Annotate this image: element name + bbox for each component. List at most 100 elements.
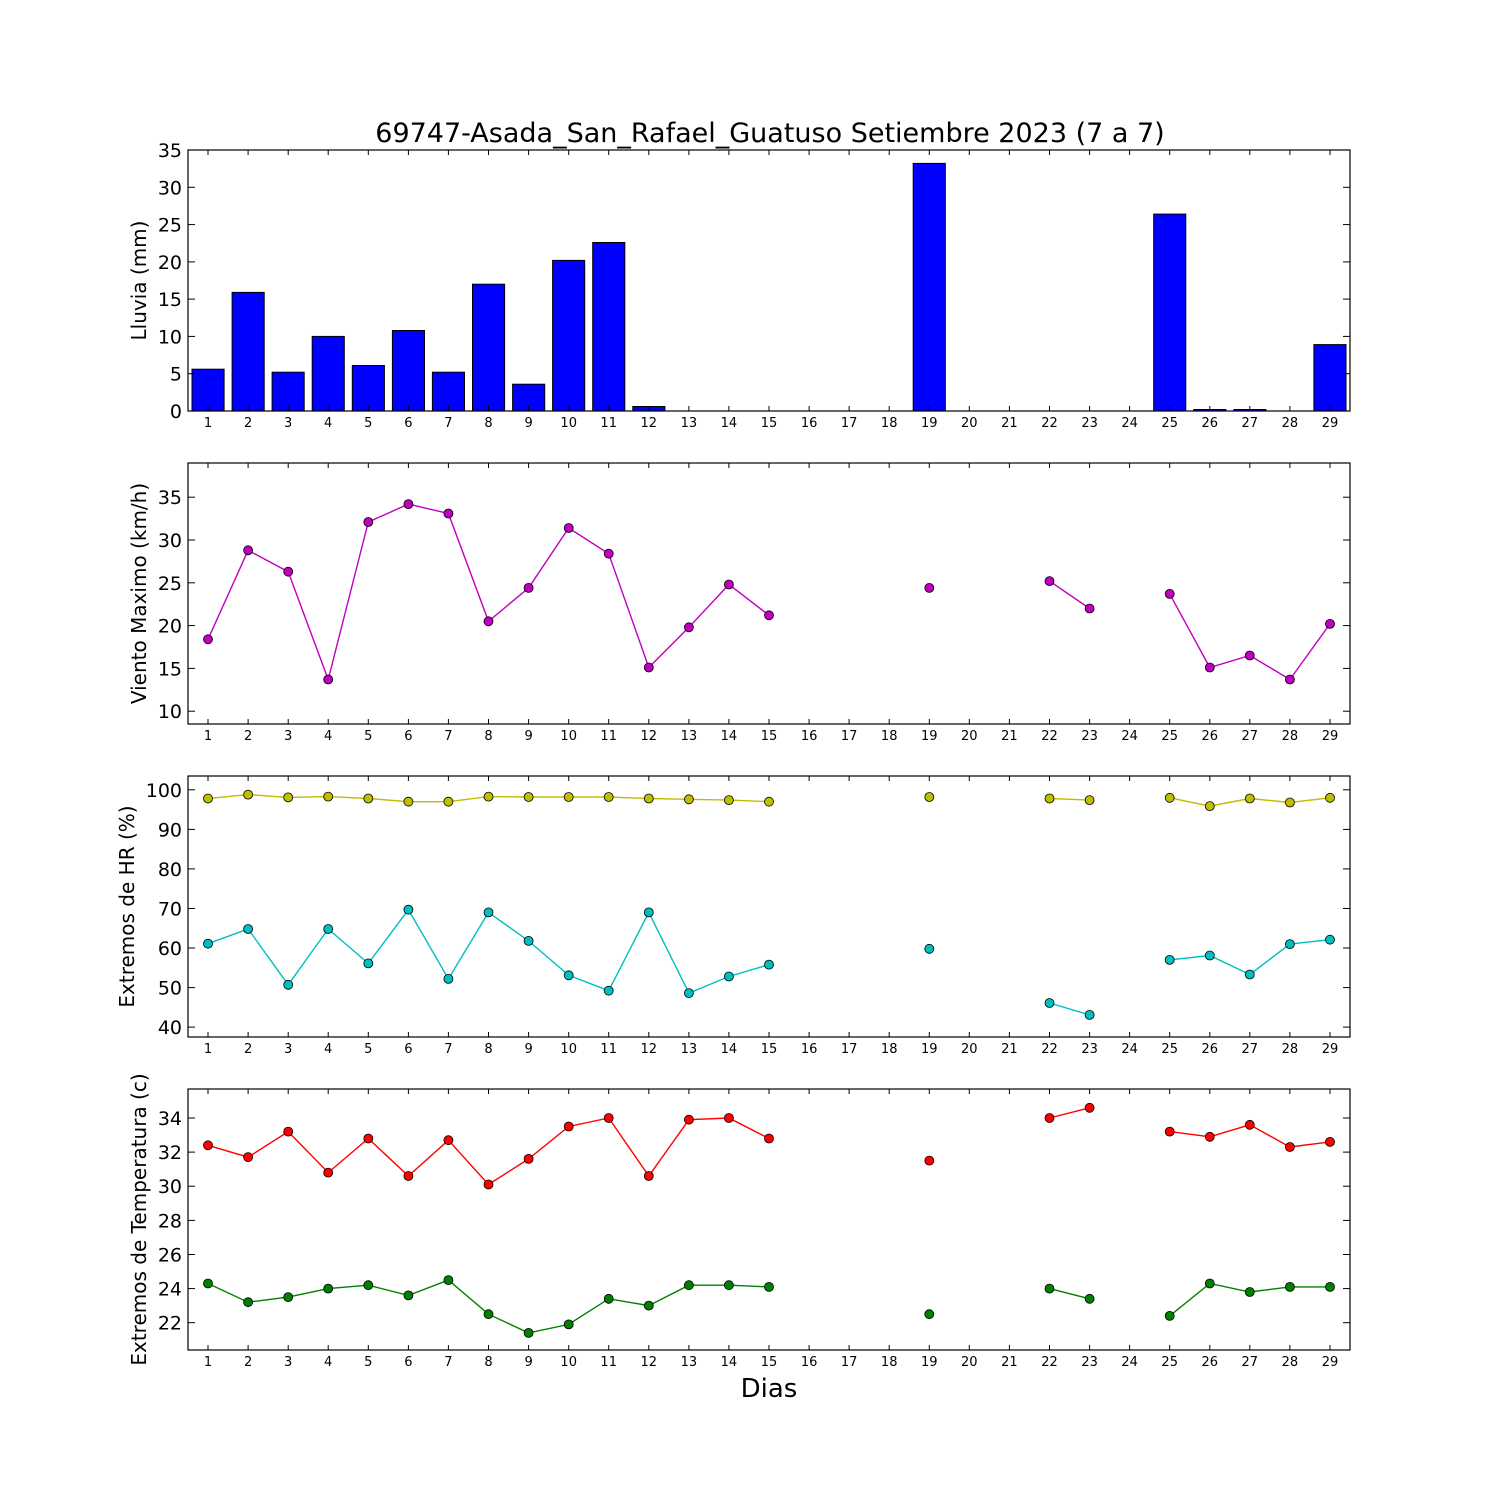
humidity-y-tick-label: 50 [158, 978, 182, 1000]
wind-x-tick-label: 17 [841, 729, 858, 744]
rain-x-tick-label: 7 [444, 416, 452, 431]
rain-bar [231, 291, 265, 412]
humidity-y-tick-label: 70 [158, 899, 182, 921]
rain-bar [1153, 213, 1187, 412]
humidity-x-tick-label: 12 [641, 1042, 658, 1057]
wind-series-1-point [443, 508, 454, 519]
temperature-series-2-point [1164, 1311, 1175, 1321]
wind-series-1-point [643, 662, 654, 673]
wind-y-tick-label: 30 [158, 530, 182, 552]
panels: 1 2 3 4 5 6 7 8 9 10 11 12 13 14 15 16 17 18 19 20 21 22 23 24 2… [115, 140, 1351, 1370]
temperature-series-2-point [363, 1280, 374, 1291]
rain-x-tick-label: 29 [1322, 416, 1339, 431]
temperature-x-tick-label: 24 [1121, 1355, 1138, 1370]
temperature-x-tick-label: 22 [1041, 1355, 1058, 1370]
temperature-series-2-point [243, 1297, 254, 1308]
wind-x-tick-label: 8 [484, 729, 492, 744]
wind-series-1-point [203, 634, 213, 645]
temperature-series-1-point [1084, 1102, 1095, 1113]
humidity-series-1-point [243, 789, 254, 800]
temperature-x-tick-label: 20 [961, 1355, 978, 1370]
temperature-x-tick-label: 11 [600, 1355, 617, 1370]
temperature-series-1-point [764, 1133, 774, 1144]
rain-x-tick-label: 10 [560, 416, 577, 431]
wind-x-tick-label: 4 [324, 729, 332, 744]
temperature-series-2-point [1244, 1287, 1255, 1297]
wind-series-1-point [1044, 576, 1055, 586]
humidity-x-tick-label: 28 [1282, 1042, 1299, 1057]
temperature-series-1-point [523, 1154, 534, 1164]
wind-series-1-point [603, 548, 614, 559]
temperature-series-2-point [323, 1283, 334, 1294]
rain-bar [912, 162, 946, 412]
humidity-x-tick-label: 23 [1081, 1042, 1098, 1057]
rain-bar [431, 371, 465, 412]
rain-x-tick-label: 8 [484, 416, 492, 431]
rain-x-tick-label: 28 [1282, 416, 1299, 431]
wind-series-1-point [403, 499, 414, 510]
wind-x-tick-label: 2 [244, 729, 252, 744]
temperature-series-1-point [363, 1133, 374, 1144]
rain-x-tick-label: 22 [1041, 416, 1058, 431]
wind-series-1-point [563, 523, 574, 533]
wind-x-tick-label: 21 [1001, 729, 1018, 744]
wind-series-1-line [207, 503, 770, 682]
rain-x-tick-label: 26 [1202, 416, 1219, 431]
temperature-series-1-point [203, 1140, 213, 1151]
wind-x-tick-label: 29 [1322, 729, 1339, 744]
wind-series-1-line [1049, 580, 1090, 610]
humidity-panel: 1 2 3 4 5 6 7 8 9 10 11 12 13 14 15 16 17 18 19 20 21 22 23 24 2… [115, 775, 1351, 1057]
humidity-x-tick-label: 6 [404, 1042, 412, 1057]
temperature-series-1-point [684, 1114, 694, 1125]
humidity-series-1-point [1285, 797, 1295, 808]
humidity-series-2-point [724, 971, 734, 982]
temperature-x-tick-label: 13 [681, 1355, 698, 1370]
humidity-x-tick-label: 22 [1041, 1042, 1058, 1057]
humidity-series-1-point [1084, 795, 1095, 805]
wind-x-tick-label: 27 [1242, 729, 1259, 744]
temperature-series-1-point [483, 1179, 494, 1190]
humidity-series-2-line [1169, 939, 1331, 976]
humidity-x-tick-label: 17 [841, 1042, 858, 1057]
wind-y-tick-label: 20 [158, 616, 182, 638]
humidity-x-tick-label: 14 [721, 1042, 738, 1057]
wind-series-1-point [684, 622, 694, 633]
humidity-series-1-point [603, 792, 614, 802]
rain-y-tick-label: 35 [158, 140, 182, 162]
humidity-series-1-line [1049, 797, 1090, 801]
wind-x-tick-label: 24 [1121, 729, 1138, 744]
humidity-series-2-point [243, 924, 254, 934]
rain-bar [271, 371, 305, 412]
x-axis-label: Dias [741, 1374, 798, 1404]
temperature-series-2-point [443, 1275, 454, 1285]
temperature-x-tick-label: 21 [1001, 1355, 1018, 1370]
wind-y-tick-label: 10 [158, 701, 182, 723]
humidity-x-tick-label: 16 [801, 1042, 818, 1057]
temperature-series-2-point [643, 1300, 654, 1311]
rain-x-tick-label: 17 [841, 416, 858, 431]
wind-series-1-point [483, 616, 494, 627]
rain-x-tick-label: 20 [961, 416, 978, 431]
temperature-series-2-line [1049, 1287, 1090, 1300]
rain-y-tick-label: 5 [170, 364, 182, 386]
temperature-series-2-point [764, 1282, 774, 1292]
temperature-series-1-point [1164, 1126, 1175, 1137]
humidity-x-tick-label: 1 [204, 1042, 212, 1057]
rain-x-tick-label: 2 [244, 416, 252, 431]
wind-series-1-point [764, 610, 774, 621]
temperature-series-2-point [1285, 1282, 1295, 1292]
temperature-series-1-point [1244, 1119, 1255, 1130]
humidity-series-2-point [924, 943, 935, 954]
humidity-series-1-point [283, 792, 294, 803]
humidity-series-2-point [1084, 1010, 1095, 1020]
humidity-y-tick-label: 90 [158, 819, 182, 841]
wind-x-tick-label: 15 [761, 729, 778, 744]
humidity-x-tick-label: 26 [1202, 1042, 1219, 1057]
humidity-series-2-point [1164, 955, 1175, 965]
humidity-series-2-point [563, 970, 574, 981]
rain-y-tick-label: 10 [158, 326, 182, 348]
humidity-x-tick-label: 19 [921, 1042, 938, 1057]
temperature-y-axis-label: Extremos de Temperatura (c) [127, 1073, 151, 1365]
humidity-series-1-point [1325, 792, 1335, 803]
temperature-series-1-point [403, 1171, 414, 1181]
